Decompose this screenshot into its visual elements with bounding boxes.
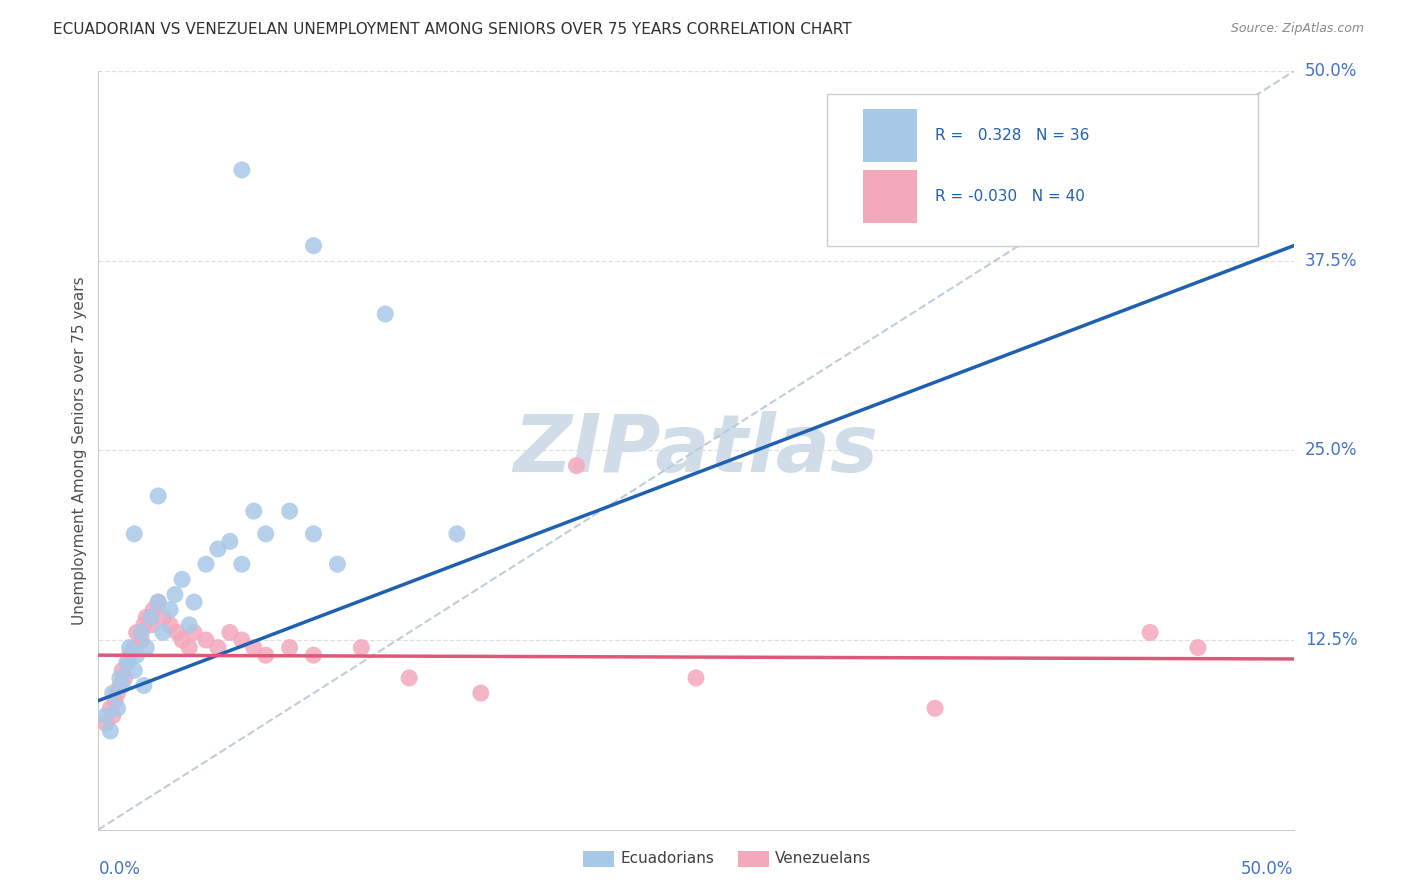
Text: ZIPatlas: ZIPatlas — [513, 411, 879, 490]
FancyBboxPatch shape — [827, 95, 1258, 245]
Point — [326, 557, 349, 572]
Point — [118, 648, 141, 662]
Text: 37.5%: 37.5% — [1305, 252, 1357, 270]
Text: 25.0%: 25.0% — [1305, 442, 1357, 459]
Point — [98, 724, 122, 739]
Point — [231, 633, 253, 648]
Point — [115, 656, 138, 670]
Point — [195, 557, 218, 572]
Point — [1187, 640, 1209, 655]
Point — [231, 557, 253, 572]
Point — [135, 610, 157, 624]
Point — [124, 640, 146, 655]
Point — [172, 573, 194, 587]
Point — [107, 701, 129, 715]
Point — [94, 708, 117, 723]
Point — [219, 534, 242, 549]
Point — [231, 163, 253, 178]
Point — [470, 686, 492, 700]
Point — [114, 671, 136, 685]
Point — [108, 671, 131, 685]
Point — [148, 595, 170, 609]
Point — [207, 640, 229, 655]
Point — [302, 238, 325, 253]
Point — [101, 686, 124, 700]
Point — [183, 625, 205, 640]
Point — [132, 617, 155, 632]
Point — [152, 625, 174, 640]
Point — [152, 610, 174, 624]
Point — [142, 603, 165, 617]
Point — [446, 526, 468, 541]
Point — [302, 526, 325, 541]
Text: R = -0.030   N = 40: R = -0.030 N = 40 — [935, 189, 1085, 204]
Point — [243, 640, 266, 655]
Point — [101, 708, 124, 723]
Point — [139, 610, 162, 624]
Point — [124, 664, 146, 678]
Point — [254, 648, 277, 662]
Point — [254, 526, 277, 541]
Point — [107, 686, 129, 700]
Point — [135, 640, 157, 655]
Point — [278, 504, 301, 518]
Point — [132, 678, 155, 692]
Text: 50.0%: 50.0% — [1241, 860, 1294, 878]
Point — [166, 625, 188, 640]
Point — [139, 617, 162, 632]
Point — [125, 648, 148, 662]
Point — [111, 678, 134, 692]
Point — [108, 678, 131, 692]
Point — [183, 595, 205, 609]
Point — [163, 588, 186, 602]
Text: 50.0%: 50.0% — [1305, 62, 1357, 80]
Point — [125, 625, 148, 640]
Point — [124, 526, 146, 541]
Point — [302, 648, 325, 662]
Point — [565, 458, 588, 473]
Point — [207, 542, 229, 557]
Point — [148, 489, 170, 503]
Point — [172, 633, 194, 648]
Point — [685, 671, 707, 685]
Point — [374, 307, 396, 321]
Y-axis label: Unemployment Among Seniors over 75 years: Unemployment Among Seniors over 75 years — [72, 277, 87, 624]
Text: Venezuelans: Venezuelans — [775, 852, 870, 866]
Point — [131, 633, 153, 648]
Point — [278, 640, 301, 655]
Point — [1139, 625, 1161, 640]
Text: R =   0.328   N = 36: R = 0.328 N = 36 — [935, 128, 1090, 144]
Text: ECUADORIAN VS VENEZUELAN UNEMPLOYMENT AMONG SENIORS OVER 75 YEARS CORRELATION CH: ECUADORIAN VS VENEZUELAN UNEMPLOYMENT AM… — [53, 22, 852, 37]
Point — [243, 504, 266, 518]
Point — [159, 617, 181, 632]
Point — [924, 701, 946, 715]
Point — [115, 656, 138, 670]
Point — [94, 716, 117, 731]
Text: 12.5%: 12.5% — [1305, 631, 1357, 649]
Point — [195, 633, 218, 648]
Text: Source: ZipAtlas.com: Source: ZipAtlas.com — [1230, 22, 1364, 36]
Point — [118, 640, 141, 655]
Text: Ecuadorians: Ecuadorians — [620, 852, 714, 866]
Point — [179, 640, 201, 655]
Point — [219, 625, 242, 640]
Point — [98, 701, 122, 715]
Point — [104, 694, 127, 708]
FancyBboxPatch shape — [863, 170, 917, 223]
Point — [131, 625, 153, 640]
Point — [111, 664, 134, 678]
Point — [148, 595, 170, 609]
Point — [398, 671, 420, 685]
Point — [159, 603, 181, 617]
FancyBboxPatch shape — [863, 110, 917, 162]
Text: 0.0%: 0.0% — [98, 860, 141, 878]
Point — [350, 640, 373, 655]
Point — [179, 617, 201, 632]
